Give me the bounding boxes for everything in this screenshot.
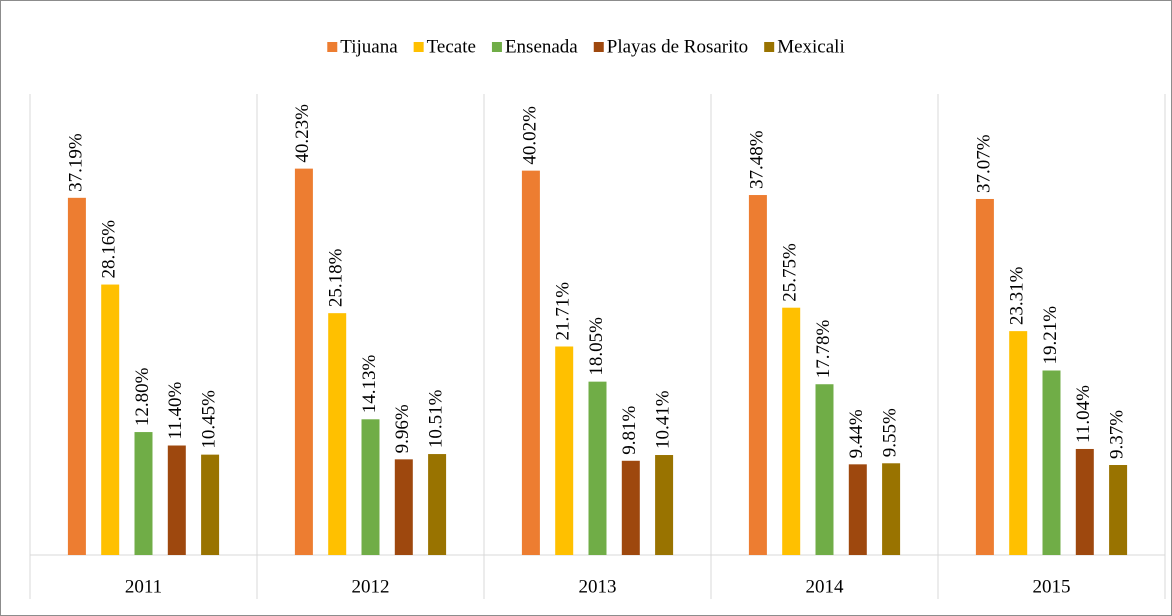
- bar: [394, 459, 413, 555]
- bar: [782, 307, 801, 555]
- data-label: 9.96%: [392, 404, 413, 453]
- legend-label: Tecate: [427, 36, 476, 57]
- legend-swatch: [764, 42, 775, 52]
- legend-swatch: [491, 42, 502, 52]
- data-label: 28.16%: [99, 220, 120, 279]
- x-tick-label: 2013: [579, 576, 617, 597]
- data-label: 12.80%: [132, 367, 153, 426]
- bar: [101, 284, 120, 555]
- x-tick-label: 2014: [806, 576, 845, 597]
- data-label: 10.51%: [425, 389, 446, 448]
- x-tick-label: 2012: [352, 576, 390, 597]
- bar: [655, 455, 674, 555]
- data-label: 11.04%: [1073, 385, 1094, 443]
- bar: [201, 454, 220, 555]
- bar: [1109, 465, 1128, 555]
- data-label: 9.81%: [619, 406, 640, 455]
- legend-swatch: [413, 42, 424, 52]
- legend-swatch: [593, 42, 604, 52]
- x-tick-label: 2011: [125, 576, 162, 597]
- bar: [1009, 331, 1028, 555]
- legend-label: Tijuana: [340, 36, 398, 57]
- data-label: 23.31%: [1007, 266, 1028, 325]
- legend-swatch: [327, 42, 338, 52]
- data-label: 37.19%: [65, 133, 86, 192]
- data-label: 9.44%: [846, 409, 867, 458]
- bar: [555, 346, 574, 555]
- data-label: 25.18%: [326, 248, 347, 307]
- data-label: 21.71%: [553, 282, 574, 341]
- data-label: 37.07%: [973, 134, 994, 193]
- legend-label: Playas de Rosarito: [607, 36, 748, 57]
- data-label: 40.02%: [519, 106, 540, 165]
- data-label: 19.21%: [1040, 306, 1061, 365]
- bar: [328, 313, 347, 555]
- bar: [1042, 370, 1061, 555]
- data-label: 40.23%: [292, 104, 313, 163]
- data-label: 17.78%: [813, 319, 834, 378]
- data-label: 37.48%: [746, 130, 767, 189]
- legend-label: Mexicali: [777, 36, 845, 57]
- bar: [588, 381, 607, 555]
- data-label: 9.55%: [879, 408, 900, 457]
- data-label: 18.05%: [586, 317, 607, 376]
- bar: [521, 170, 540, 556]
- bar: [1075, 448, 1094, 555]
- data-label: 10.41%: [652, 390, 673, 449]
- bar: [67, 197, 86, 555]
- data-label: 25.75%: [780, 243, 801, 302]
- bar: [621, 460, 640, 555]
- bar: [167, 445, 186, 555]
- bar: [815, 384, 834, 555]
- data-label: 14.13%: [359, 355, 380, 414]
- bar: [134, 432, 153, 555]
- bar: [748, 195, 767, 555]
- bar: [294, 168, 313, 555]
- legend-label: Ensenada: [505, 36, 578, 57]
- bar: [975, 198, 994, 555]
- bar: [848, 464, 867, 555]
- bar: [361, 419, 380, 555]
- data-label: 10.45%: [198, 390, 219, 449]
- bar: [428, 454, 447, 555]
- bar: [882, 463, 901, 555]
- x-tick-label: 2015: [1033, 576, 1071, 597]
- data-label: 9.37%: [1106, 410, 1127, 459]
- data-label: 11.40%: [165, 381, 186, 439]
